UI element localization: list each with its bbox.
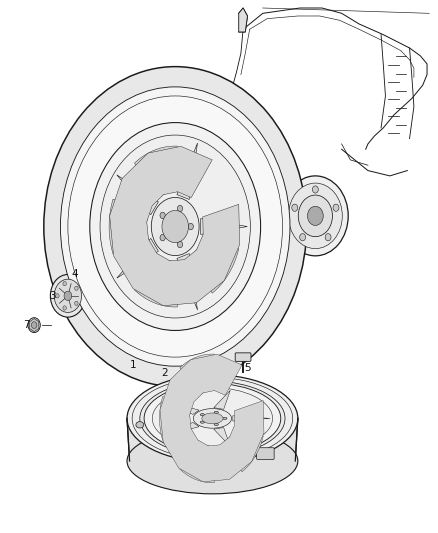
Ellipse shape bbox=[288, 183, 343, 248]
Ellipse shape bbox=[292, 204, 298, 211]
Polygon shape bbox=[180, 440, 214, 483]
Ellipse shape bbox=[160, 212, 165, 219]
Ellipse shape bbox=[202, 413, 223, 424]
Polygon shape bbox=[159, 397, 191, 440]
Ellipse shape bbox=[132, 377, 293, 459]
Polygon shape bbox=[134, 146, 177, 199]
Text: 7: 7 bbox=[23, 320, 30, 330]
Polygon shape bbox=[214, 390, 230, 409]
Ellipse shape bbox=[63, 306, 67, 310]
Ellipse shape bbox=[160, 235, 165, 241]
Text: 5: 5 bbox=[244, 363, 251, 373]
Text: 1: 1 bbox=[130, 360, 137, 370]
Ellipse shape bbox=[151, 197, 199, 256]
Polygon shape bbox=[180, 354, 214, 397]
Ellipse shape bbox=[307, 206, 323, 225]
Polygon shape bbox=[166, 401, 199, 415]
Polygon shape bbox=[134, 254, 177, 307]
Ellipse shape bbox=[188, 223, 193, 230]
Polygon shape bbox=[177, 143, 198, 199]
Polygon shape bbox=[110, 147, 240, 306]
Polygon shape bbox=[117, 175, 159, 215]
Ellipse shape bbox=[200, 414, 205, 416]
Ellipse shape bbox=[74, 301, 78, 305]
Polygon shape bbox=[233, 416, 270, 421]
Ellipse shape bbox=[54, 279, 81, 312]
Ellipse shape bbox=[100, 135, 251, 318]
Ellipse shape bbox=[140, 381, 285, 456]
Ellipse shape bbox=[64, 291, 72, 301]
Polygon shape bbox=[177, 254, 198, 310]
Ellipse shape bbox=[50, 274, 85, 317]
Ellipse shape bbox=[60, 87, 290, 366]
FancyBboxPatch shape bbox=[257, 448, 274, 459]
Ellipse shape bbox=[223, 417, 227, 419]
Ellipse shape bbox=[214, 411, 219, 414]
Ellipse shape bbox=[177, 241, 183, 248]
Ellipse shape bbox=[127, 375, 298, 462]
Ellipse shape bbox=[74, 286, 78, 290]
Ellipse shape bbox=[63, 281, 67, 286]
Polygon shape bbox=[29, 319, 39, 332]
Ellipse shape bbox=[44, 67, 307, 386]
Circle shape bbox=[28, 318, 40, 333]
Ellipse shape bbox=[177, 205, 183, 212]
Polygon shape bbox=[117, 238, 159, 278]
Polygon shape bbox=[214, 427, 230, 447]
Polygon shape bbox=[160, 354, 264, 482]
Ellipse shape bbox=[68, 96, 283, 357]
Ellipse shape bbox=[136, 422, 144, 428]
Polygon shape bbox=[225, 426, 263, 472]
Ellipse shape bbox=[312, 186, 318, 193]
Ellipse shape bbox=[193, 409, 232, 428]
Ellipse shape bbox=[333, 204, 339, 211]
Polygon shape bbox=[191, 236, 239, 293]
Polygon shape bbox=[239, 8, 247, 32]
Circle shape bbox=[32, 322, 37, 328]
Polygon shape bbox=[127, 418, 298, 461]
Text: 3: 3 bbox=[49, 291, 56, 301]
Polygon shape bbox=[201, 219, 247, 235]
Ellipse shape bbox=[56, 294, 59, 298]
FancyBboxPatch shape bbox=[235, 353, 251, 361]
Ellipse shape bbox=[214, 423, 219, 425]
Ellipse shape bbox=[152, 387, 272, 449]
Ellipse shape bbox=[283, 176, 348, 256]
Ellipse shape bbox=[300, 233, 306, 241]
Polygon shape bbox=[109, 199, 148, 254]
Ellipse shape bbox=[298, 195, 332, 237]
Ellipse shape bbox=[127, 429, 298, 494]
Ellipse shape bbox=[90, 123, 261, 330]
Text: 4: 4 bbox=[71, 270, 78, 279]
Text: 2: 2 bbox=[161, 368, 168, 378]
Ellipse shape bbox=[325, 233, 331, 241]
Polygon shape bbox=[166, 422, 199, 436]
Ellipse shape bbox=[162, 211, 188, 243]
Ellipse shape bbox=[200, 421, 205, 423]
Ellipse shape bbox=[144, 383, 281, 454]
